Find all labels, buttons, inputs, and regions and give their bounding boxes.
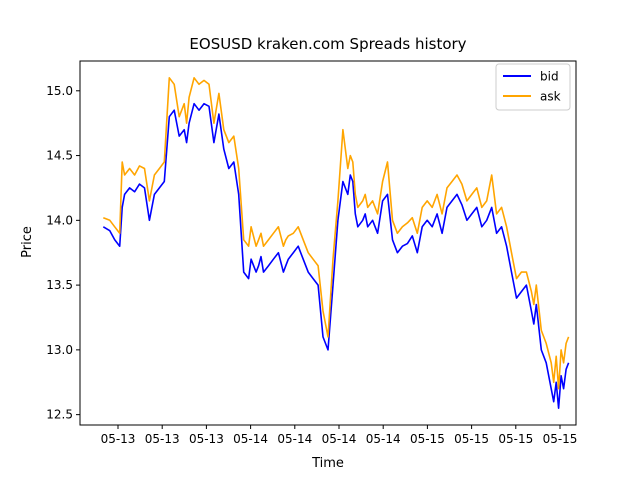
y-tick-label: 15.0 (46, 84, 73, 98)
y-tick-label: 12.5 (46, 408, 73, 422)
y-axis-label: Price (20, 226, 35, 258)
y-tick-label: 13.5 (46, 278, 73, 292)
x-tick-label: 05-13 (101, 432, 136, 446)
x-tick-label: 05-14 (366, 432, 401, 446)
legend: bid ask (495, 63, 571, 111)
axes-layer: 12.5 13.0 13.5 14.0 14.5 15.0 05-13 05-13 05-13 0… (46, 60, 578, 446)
y-tick-label: 14.0 (46, 213, 73, 227)
series-line-bid (102, 102, 570, 410)
series-line-ask (103, 77, 570, 390)
x-tick-label: 05-15 (543, 432, 578, 446)
series-layer (102, 77, 570, 410)
legend-bid-label: bid (540, 70, 559, 84)
x-tick-label: 05-13 (145, 432, 180, 446)
y-tick-label: 13.0 (46, 343, 73, 357)
y-tick-label: 14.5 (46, 149, 73, 163)
x-axis-label: Time (311, 456, 344, 471)
x-tick-label: 05-14 (277, 432, 312, 446)
plot-frame (79, 60, 577, 426)
x-tick-label: 05-13 (189, 432, 224, 446)
x-tick-label: 05-15 (454, 432, 489, 446)
x-tick-label: 05-15 (498, 432, 533, 446)
x-tick-label: 05-14 (233, 432, 268, 446)
chart-title: EOSUSD kraken.com Spreads history (189, 35, 466, 53)
x-tick-label: 05-15 (410, 432, 445, 446)
legend-ask-label: ask (540, 90, 561, 104)
x-tick-label: 05-14 (322, 432, 357, 446)
